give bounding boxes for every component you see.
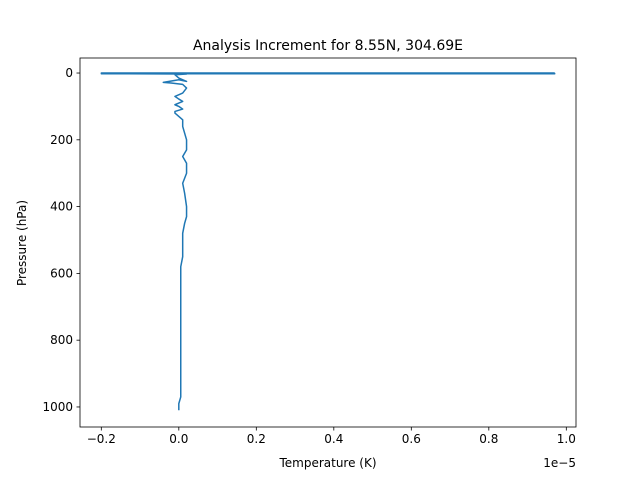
y-tick-label: 200 xyxy=(50,133,73,147)
y-tick-label: 800 xyxy=(50,333,73,347)
y-axis-label: Pressure (hPa) xyxy=(15,200,29,286)
series-line xyxy=(100,72,556,411)
y-tick-label: 600 xyxy=(50,266,73,280)
x-tick-label: 1.0 xyxy=(557,432,576,446)
x-tick-label: 0.0 xyxy=(169,432,188,446)
y-tick-label: 1000 xyxy=(42,400,73,414)
x-axis-ticks: −0.2 0.0 0.2 0.4 0.6 0.8 1.0 xyxy=(87,427,576,446)
x-axis-label: Temperature (K) xyxy=(278,456,376,470)
y-tick-label: 0 xyxy=(65,66,73,80)
plot-area xyxy=(100,72,556,411)
y-axis-ticks: 0 200 400 600 800 1000 xyxy=(42,66,80,414)
x-tick-label: −0.2 xyxy=(87,432,116,446)
y-tick-label: 400 xyxy=(50,200,73,214)
axes-frame xyxy=(79,57,577,428)
x-tick-label: 0.2 xyxy=(247,432,266,446)
x-tick-label: 0.8 xyxy=(479,432,498,446)
x-axis-offset-label: 1e−5 xyxy=(543,456,576,470)
x-tick-label: 0.6 xyxy=(402,432,421,446)
x-tick-label: 0.4 xyxy=(324,432,343,446)
chart-title: Analysis Increment for 8.55N, 304.69E xyxy=(193,38,463,54)
